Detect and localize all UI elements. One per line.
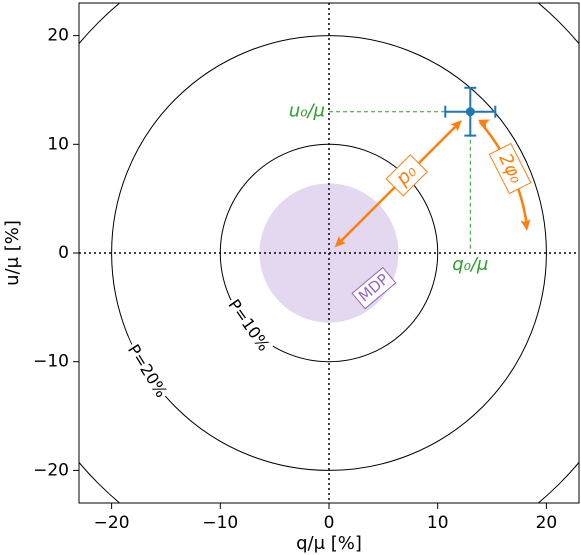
- q0-label: q₀/μ: [452, 254, 488, 275]
- x-tick-label: 10: [427, 513, 449, 533]
- arrow-head: [450, 120, 462, 132]
- mdp-label-group: MDP: [351, 266, 397, 310]
- mdp-label-box: [351, 266, 397, 310]
- y-tick-label: 20: [47, 26, 69, 46]
- x-tick-label: −10: [202, 513, 238, 533]
- arrow-head: [334, 236, 346, 248]
- y-axis-label: u/μ [%]: [2, 220, 23, 286]
- data-point-group: [444, 86, 497, 137]
- x-axis-ticks: −20 −10 0 10 20: [94, 503, 558, 533]
- contour-p20: [111, 35, 547, 471]
- x-axis-label: q/μ [%]: [296, 533, 362, 554]
- y-tick-label: −10: [33, 352, 69, 372]
- arrow-head: [477, 119, 490, 129]
- phi-label-group: 2φ₀: [488, 142, 532, 195]
- x-tick-label: 0: [324, 513, 335, 533]
- contour-label-p10-bg: [223, 295, 274, 357]
- contour-label-p10: P=10%: [224, 296, 273, 355]
- p0-label-box: [385, 154, 428, 197]
- contour-label-p20-bg: [122, 340, 171, 403]
- data-point: [465, 107, 475, 117]
- y-tick-label: 10: [47, 134, 69, 154]
- u0-label: u₀/μ: [289, 101, 325, 122]
- y-tick-label: −20: [33, 460, 69, 480]
- contour-label-p20: P=20%: [124, 341, 171, 401]
- x-tick-label: 20: [536, 513, 558, 533]
- contour-label-p10-group: P=10%: [223, 295, 274, 357]
- y-axis-ticks: −20 −10 0 10 20: [33, 26, 79, 480]
- x-tick-label: −20: [94, 513, 130, 533]
- contour-label-p20-group: P=20%: [122, 340, 171, 403]
- y-tick-label: 0: [58, 243, 69, 263]
- arrow-head: [520, 219, 531, 231]
- phi-label-box: [488, 142, 532, 195]
